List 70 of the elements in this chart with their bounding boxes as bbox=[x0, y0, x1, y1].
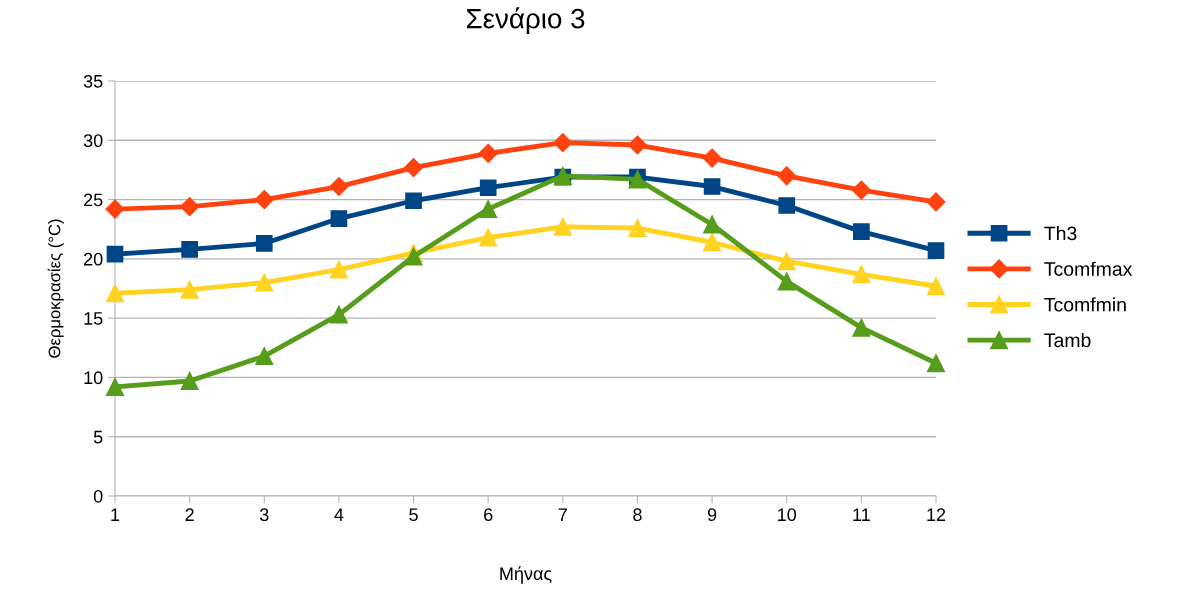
x-tick-label: 4 bbox=[334, 508, 344, 521]
y-tick-label: 30 bbox=[83, 134, 103, 148]
point bbox=[105, 377, 125, 396]
point bbox=[926, 192, 946, 212]
point bbox=[853, 223, 870, 240]
point bbox=[778, 197, 796, 214]
y-tick-label: 0 bbox=[93, 489, 103, 503]
point bbox=[330, 210, 348, 227]
point bbox=[777, 166, 797, 186]
point bbox=[255, 273, 274, 292]
y-tick-label: 5 bbox=[93, 430, 103, 444]
point bbox=[180, 197, 200, 217]
x-tick-label: 10 bbox=[778, 508, 797, 522]
point bbox=[479, 179, 497, 197]
legend-label: Tamb bbox=[1044, 332, 1091, 348]
x-tick-label: 2 bbox=[185, 508, 194, 521]
point bbox=[404, 158, 424, 178]
point bbox=[105, 199, 125, 219]
point bbox=[329, 305, 348, 324]
point bbox=[553, 217, 572, 236]
y-tick-label: 25 bbox=[84, 193, 103, 207]
point bbox=[702, 148, 722, 168]
x-tick-label: 6 bbox=[484, 508, 493, 522]
y-tick-label: 10 bbox=[84, 371, 103, 385]
x-tick-label: 8 bbox=[633, 508, 642, 522]
point bbox=[479, 228, 498, 247]
point bbox=[926, 354, 946, 373]
point bbox=[254, 190, 274, 210]
point bbox=[777, 272, 796, 291]
point bbox=[404, 247, 423, 266]
point bbox=[329, 260, 348, 279]
point bbox=[627, 135, 647, 155]
y-tick-label: 20 bbox=[84, 252, 103, 266]
x-tick-label: 12 bbox=[927, 508, 946, 521]
point bbox=[927, 242, 945, 259]
point bbox=[405, 192, 422, 210]
point bbox=[478, 143, 498, 163]
x-axis-title: Μήνας bbox=[500, 566, 552, 584]
point bbox=[181, 241, 198, 258]
point bbox=[703, 178, 721, 195]
x-tick-label: 9 bbox=[707, 508, 717, 522]
y-axis-title: Θερμοκρασίες (°C) bbox=[47, 219, 64, 358]
point bbox=[180, 280, 199, 299]
y-tick-label: 15 bbox=[84, 312, 103, 325]
point bbox=[329, 176, 349, 197]
point bbox=[852, 265, 871, 284]
point bbox=[255, 347, 274, 366]
x-tick-label: 5 bbox=[409, 508, 418, 522]
x-tick-label: 1 bbox=[111, 508, 120, 521]
point bbox=[852, 318, 871, 337]
legend-label: Tcomfmin bbox=[1044, 297, 1126, 312]
point bbox=[926, 277, 946, 296]
point bbox=[105, 284, 125, 303]
point bbox=[106, 245, 124, 263]
legend-label: Th3 bbox=[1044, 226, 1077, 241]
point bbox=[703, 215, 722, 234]
x-tick-label: 11 bbox=[853, 508, 870, 521]
legend-label: Tcomfmax bbox=[1044, 261, 1133, 276]
x-tick-label: 7 bbox=[558, 508, 567, 521]
point bbox=[703, 233, 722, 252]
point bbox=[777, 252, 796, 271]
point bbox=[851, 180, 871, 200]
x-tick-label: 3 bbox=[259, 508, 269, 522]
point bbox=[255, 235, 273, 252]
point bbox=[479, 200, 498, 219]
point bbox=[628, 219, 647, 238]
chart-title: Σενάριο 3 bbox=[466, 7, 585, 34]
point bbox=[553, 133, 573, 153]
y-tick-label: 35 bbox=[83, 74, 103, 88]
point bbox=[180, 371, 199, 391]
